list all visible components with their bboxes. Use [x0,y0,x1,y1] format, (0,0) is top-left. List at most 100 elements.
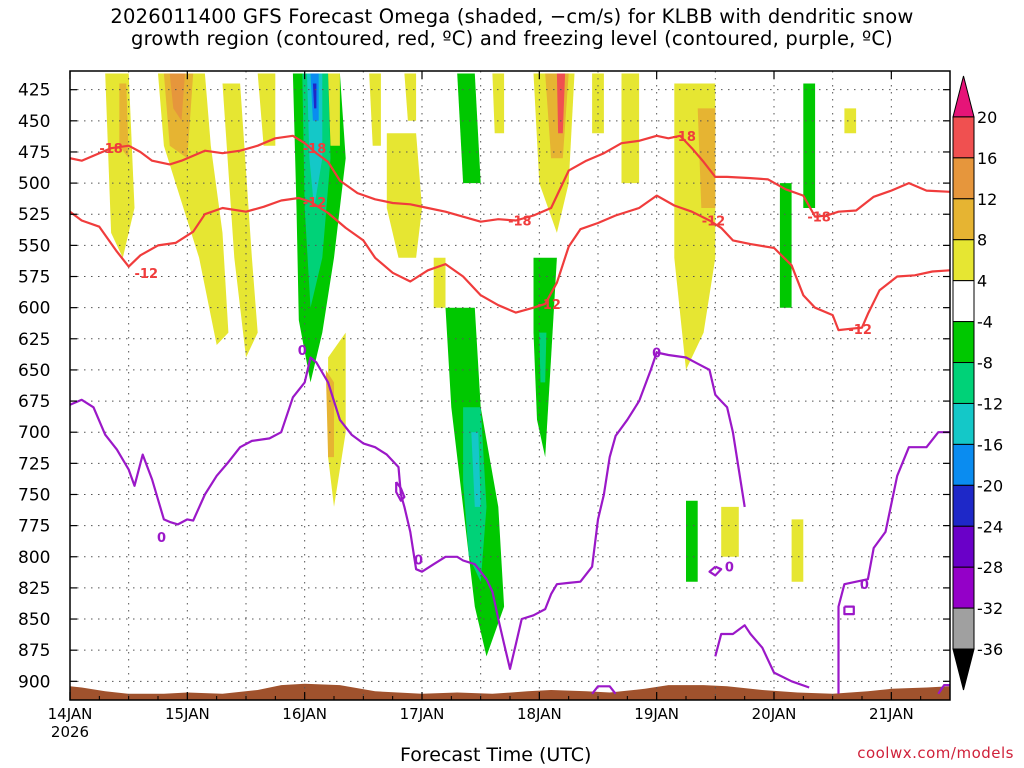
y-tick-label: 750 [18,485,50,505]
dgz-contour--12 [70,194,950,332]
colorbar-label: -4 [977,313,993,332]
colorbar-label: 12 [977,190,997,209]
freezing-contour-1 [395,481,406,502]
colorbar-label: 16 [977,149,997,168]
y-tick-label: 425 [18,81,50,101]
y-tick-label: 525 [18,205,50,225]
dgz-contour--18 [70,134,950,223]
omega-region-35 [779,183,792,308]
dgz-contour-label: -12 [303,196,327,211]
colorbar-bin [952,321,975,364]
dgz-contour-label: -18 [99,142,123,157]
y-tick-label: 825 [18,579,50,599]
y-tick-label: 475 [18,143,50,163]
colorbar-label: 4 [977,272,987,291]
chart-title-line2: growth region (contoured, red, ºC) and f… [131,27,893,50]
omega-region-29 [592,73,604,134]
x-tick-label: 16JAN [282,705,327,723]
terrain-layer [70,683,950,700]
colorbar-label: -16 [977,435,1003,454]
colorbar-label: -36 [977,640,1003,659]
omega-region-6 [257,73,276,146]
dgz-contour-label: -12 [135,267,159,282]
x-tick-label: 15JAN [165,705,210,723]
colorbar: 20 16 12 8 4 -4 -8 -12 -16 -20 -24 -28 -32 -36 [952,75,1003,691]
y-tick-label: 850 [18,610,50,630]
dgz-contour-label: -12 [537,298,561,313]
colorbar-label: -20 [977,476,1003,495]
omega-region-5 [222,83,258,358]
y-tick-label: 575 [18,268,50,288]
colorbar-label: 20 [977,108,997,127]
freezing-contour-label: 0 [157,531,166,546]
freezing-contour-label: 0 [652,346,661,361]
freezing-contour-5 [843,605,855,616]
y-tick-label: 600 [18,299,50,319]
y-tick-label: 650 [18,361,50,381]
omega-region-34 [721,506,739,557]
colorbar-bottom-arrow [952,648,975,691]
x-tick-label: 18JAN [517,705,562,723]
colorbar-label: -12 [977,394,1003,413]
x-axis-title: Forecast Time (UTC) [400,744,592,766]
freezing-contour-6 [591,685,617,695]
colorbar-bin [952,443,975,486]
omega-region-38 [844,108,857,134]
omega-region-26 [556,73,566,134]
dgz-contour-label: -18 [303,142,327,157]
y-tick-label: 450 [18,112,50,132]
y-tick-label: 775 [18,517,50,537]
dendritic-growth-contours: -18 -12 -18 -12 -12 -12 -18 -18 -18 -12 [70,130,950,338]
y-tick-label: 700 [18,423,50,443]
colorbar-bin [952,116,975,159]
freezing-level-contours: 0 0 0 0 0 0 [70,344,950,695]
y-tick-label: 800 [18,548,50,568]
freezing-contour-4 [837,431,950,694]
y-tick-label: 875 [18,641,50,661]
x-tick-label: 14JAN [48,705,93,723]
freezing-contour-label: 0 [725,561,734,576]
chart-title: 2026011400 GFS Forecast Omega (shaded, −… [0,6,1024,50]
y-tick-label: 900 [18,672,50,692]
y-tick-label: 625 [18,330,50,350]
x-tick-sublabel: 2026 [51,723,89,741]
dgz-contour-label: -12 [848,323,872,338]
omega-region-13 [328,332,346,507]
freezing-contour-label: 0 [298,344,307,359]
y-tick-label: 550 [18,236,50,256]
dgz-contour-label: -18 [807,211,831,226]
dgz-contour-label: -18 [672,130,696,145]
freezing-contour-label: 0 [414,553,423,568]
omega-region-22 [471,432,481,507]
colorbar-bin [952,239,975,282]
omega-region-18 [457,73,481,184]
colorbar-top-arrow [952,75,975,118]
colorbar-bin [952,402,975,445]
dgz-contour-label: -18 [508,214,532,229]
omega-region-12 [328,73,340,146]
omega-region-15 [369,73,381,146]
omega-region-28 [539,332,547,383]
colorbar-label: -28 [977,558,1003,577]
omega-region-14 [325,369,334,458]
colorbar-bin [952,362,975,404]
y-tick-label: 725 [18,454,50,474]
omega-region-36 [803,83,816,208]
dgz-contour-label: -12 [702,214,726,229]
freezing-contour-3 [714,624,810,689]
colorbar-bin [952,157,975,200]
freezing-contour-2 [708,565,723,577]
colorbar-label: -24 [977,517,1003,536]
chart-title-line1: 2026011400 GFS Forecast Omega (shaded, −… [110,5,914,28]
freezing-contour-7 [937,683,950,695]
omega-region-32 [697,108,716,208]
terrain-shape [70,683,950,700]
site-credit[interactable]: coolwx.com/models [857,744,1014,762]
y-tick-label: 500 [18,174,50,194]
omega-region-16 [386,133,422,258]
omega-region-23 [492,73,505,134]
x-tick-label: 21JAN [869,705,914,723]
freezing-contour-0 [70,351,746,671]
colorbar-bin [952,198,975,241]
omega-region-30 [621,73,640,184]
